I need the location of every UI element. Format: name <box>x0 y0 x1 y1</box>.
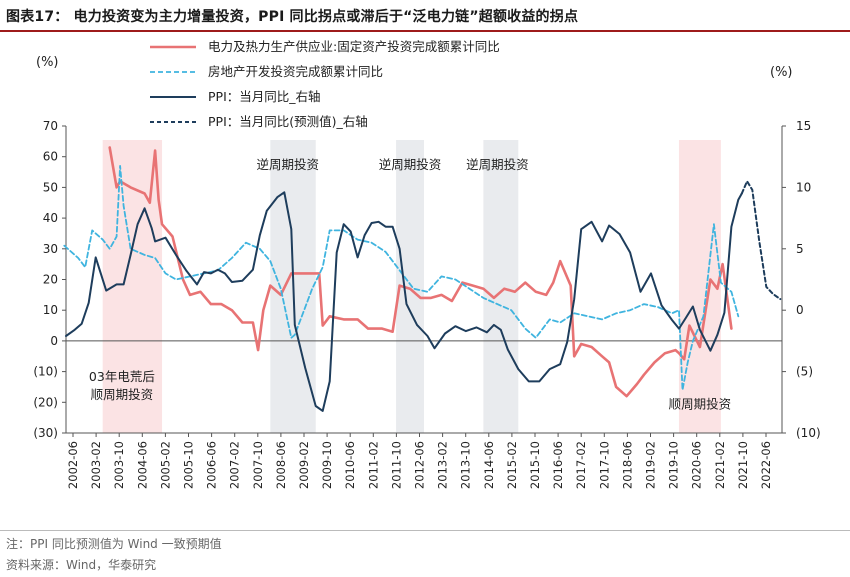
y-right-tick-label: 0 <box>796 303 804 317</box>
x-tick-label: 2018-06 <box>620 441 634 489</box>
y-left-tick-label: (20) <box>33 395 58 409</box>
y-left-tick-label: (30) <box>33 426 58 440</box>
x-tick-label: 2005-02 <box>158 441 172 489</box>
chart-svg: 706050403020100(10)(20)(30)151050(5)(10)… <box>33 39 820 489</box>
y-left-tick-label: 0 <box>50 334 58 348</box>
x-tick-label: 2005-10 <box>182 441 196 489</box>
legend-label-power: 电力及热力生产供应业:固定资产投资完成额累计同比 <box>208 39 500 54</box>
x-tick-label: 2017-10 <box>597 441 611 489</box>
y-left-tick-label: 50 <box>43 180 58 194</box>
title-rule <box>0 30 850 32</box>
y-right-unit: (%) <box>770 65 793 80</box>
footer-rule <box>0 530 850 531</box>
y-right-tick-label: (5) <box>796 365 813 379</box>
series-line-ppi_forecast <box>740 180 782 301</box>
x-tick-label: 2019-10 <box>667 441 681 489</box>
axes <box>62 125 786 437</box>
x-tick-label: 2009-10 <box>320 441 334 489</box>
footnote: 注：PPI 同比预测值为 Wind 一致预期值 <box>6 537 222 551</box>
legend-label-ppi: PPI：当月同比_右轴 <box>208 89 321 104</box>
annotation-0: 逆周期投资 <box>257 157 320 172</box>
x-tick-label: 2015-02 <box>505 441 519 489</box>
series-line-ppi <box>65 191 743 412</box>
series-line-realestate <box>63 164 740 391</box>
x-tick-label: 2003-02 <box>89 441 103 489</box>
x-tick-label: 2004-06 <box>135 441 149 489</box>
series-lines <box>63 146 782 412</box>
annotation-2: 逆周期投资 <box>466 157 529 172</box>
figure-title: 图表17： 电力投资变为主力增量投资，PPI 同比拐点或滞后于“泛电力链”超额收… <box>6 9 579 25</box>
y-left-tick-label: 30 <box>43 242 58 256</box>
x-tick-label: 2022-06 <box>759 441 773 489</box>
legend-label-realestate: 房地产开发投资完成额累计同比 <box>208 64 383 79</box>
shaded-period-4 <box>678 140 721 433</box>
chart-text: 706050403020100(10)(20)(30)151050(5)(10)… <box>33 55 820 489</box>
x-tick-label: 2011-10 <box>389 441 403 489</box>
shaded-periods <box>102 140 721 433</box>
x-tick-label: 2006-06 <box>205 441 219 489</box>
x-tick-label: 2010-06 <box>343 441 357 489</box>
x-tick-label: 2007-10 <box>251 441 265 489</box>
x-tick-label: 2012-06 <box>413 441 427 489</box>
y-right-tick-label: 5 <box>796 242 804 256</box>
annotation-3: 03年电荒后 <box>89 369 155 384</box>
x-tick-label: 2007-02 <box>228 441 242 489</box>
x-tick-label: 2015-10 <box>528 441 542 489</box>
y-left-unit: (%) <box>36 55 59 70</box>
annotation-5: 顺周期投资 <box>669 396 732 411</box>
x-tick-label: 2003-10 <box>112 441 126 489</box>
x-tick-label: 2020-06 <box>690 441 704 489</box>
y-left-tick-label: 40 <box>43 211 58 225</box>
legend-label-ppi_forecast: PPI：当月同比(预测值)_右轴 <box>208 114 368 129</box>
x-tick-label: 2014-06 <box>482 441 496 489</box>
x-tick-label: 2013-10 <box>459 441 473 489</box>
x-tick-label: 2009-02 <box>297 441 311 489</box>
annotation-4: 顺周期投资 <box>91 387 154 402</box>
y-right-tick-label: 15 <box>796 119 811 133</box>
y-right-tick-label: 10 <box>796 180 811 194</box>
x-tick-label: 2021-02 <box>713 441 727 489</box>
y-left-tick-label: (10) <box>33 365 58 379</box>
series-line-power <box>108 146 733 398</box>
shaded-period-3 <box>483 140 519 433</box>
annotation-1: 逆周期投资 <box>379 157 442 172</box>
x-tick-label: 2019-02 <box>644 441 658 489</box>
y-left-tick-label: 10 <box>43 303 58 317</box>
y-right-tick-label: (10) <box>796 426 821 440</box>
y-left-tick-label: 70 <box>43 119 58 133</box>
y-left-tick-label: 20 <box>43 273 58 287</box>
x-tick-label: 2021-10 <box>736 441 750 489</box>
x-tick-label: 2008-06 <box>274 441 288 489</box>
x-tick-label: 2013-02 <box>436 441 450 489</box>
x-tick-label: 2011-02 <box>366 441 380 489</box>
x-tick-label: 2002-06 <box>66 441 80 489</box>
x-tick-label: 2017-02 <box>574 441 588 489</box>
source-note: 资料来源：Wind，华泰研究 <box>6 558 157 572</box>
x-tick-label: 2016-06 <box>551 441 565 489</box>
y-left-tick-label: 60 <box>43 150 58 164</box>
